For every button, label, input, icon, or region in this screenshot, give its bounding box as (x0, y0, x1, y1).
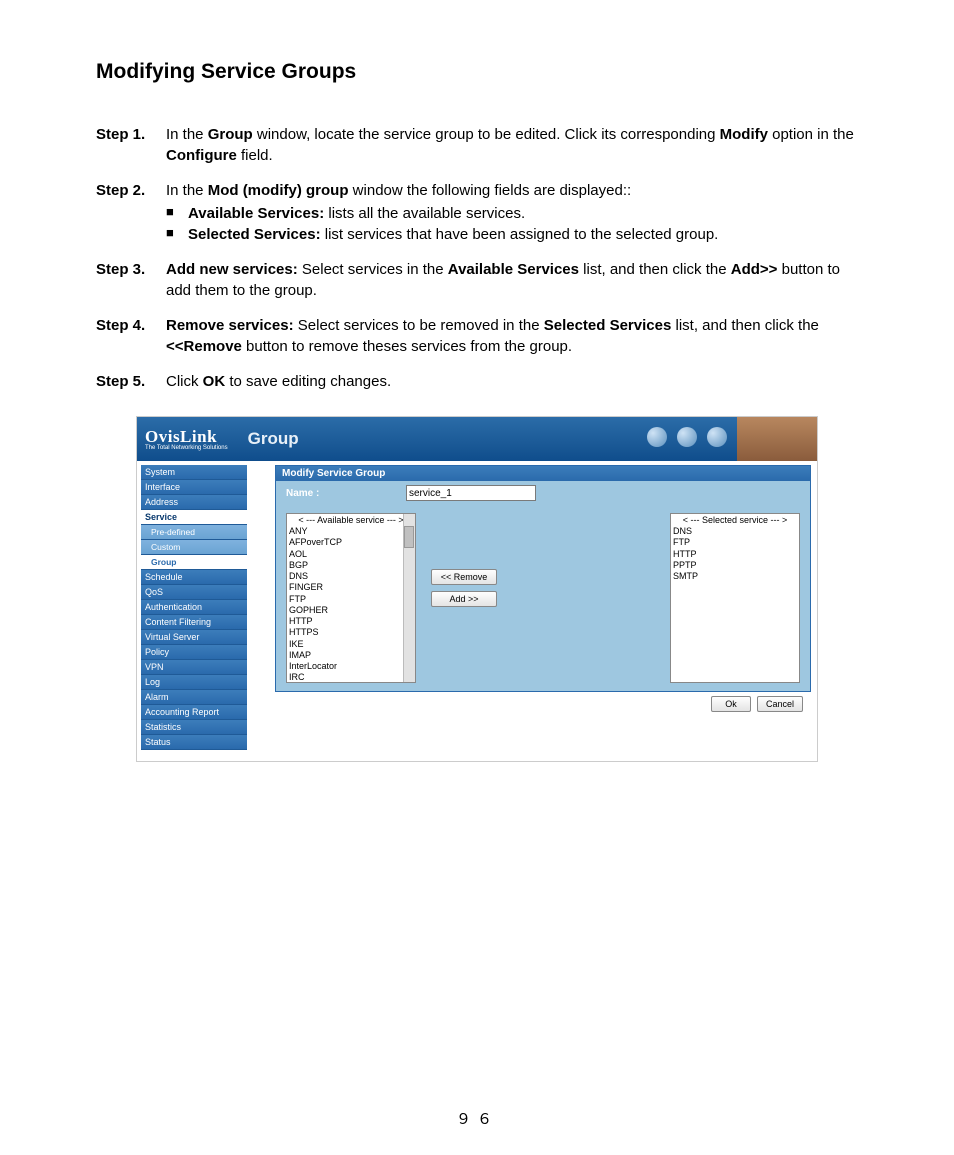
ok-button[interactable]: Ok (711, 696, 751, 712)
scrollbar[interactable] (403, 514, 415, 682)
list-item[interactable]: IRC (289, 672, 413, 683)
step-5-body: Click OK to save editing changes. (166, 371, 858, 392)
sidebar-item-virtual-server[interactable]: Virtual Server (141, 630, 247, 645)
sidebar-item-system[interactable]: System (141, 465, 247, 480)
globe-icon (677, 427, 697, 447)
remove-button[interactable]: << Remove (431, 569, 497, 585)
list-item[interactable]: FINGER (289, 582, 413, 593)
sidebar-item-address[interactable]: Address (141, 495, 247, 510)
list-item[interactable]: InterLocator (289, 661, 413, 672)
step-4-label: Step 4. (96, 315, 166, 357)
list-item[interactable]: IMAP (289, 650, 413, 661)
available-services-list[interactable]: < --- Available service --- > ANYAFPover… (286, 513, 416, 683)
step-2-label: Step 2. (96, 180, 166, 245)
brand-tagline: The Total Networking Solutions (145, 445, 228, 451)
selected-list-header: < --- Selected service --- > (671, 514, 799, 526)
bullet-icon: ■ (166, 203, 188, 221)
sidebar-item-interface[interactable]: Interface (141, 480, 247, 495)
sidebar: SystemInterfaceAddressServicePre-defined… (137, 461, 247, 761)
modify-group-panel: Modify Service Group Name : < --- Availa… (275, 465, 811, 692)
page-title: Modifying Service Groups (96, 60, 858, 84)
page-number: ９６ (0, 1108, 954, 1129)
sidebar-item-vpn[interactable]: VPN (141, 660, 247, 675)
group-name-input[interactable] (406, 485, 536, 501)
bullet-icon: ■ (166, 224, 188, 242)
step-2: Step 2. In the Mod (modify) group window… (96, 180, 858, 245)
globe-icon (707, 427, 727, 447)
step-3-label: Step 3. (96, 259, 166, 301)
step-3-body: Add new services: Select services in the… (166, 259, 858, 301)
step-4-body: Remove services: Select services to be r… (166, 315, 858, 357)
sidebar-item-content-filtering[interactable]: Content Filtering (141, 615, 247, 630)
step-1-label: Step 1. (96, 124, 166, 166)
available-list-header: < --- Available service --- > (287, 514, 415, 526)
step-1-body: In the Group window, locate the service … (166, 124, 858, 166)
sidebar-item-accounting-report[interactable]: Accounting Report (141, 705, 247, 720)
list-item[interactable]: HTTPS (289, 627, 413, 638)
list-item[interactable]: DNS (289, 571, 413, 582)
panel-title: Modify Service Group (276, 466, 810, 481)
step-5-label: Step 5. (96, 371, 166, 392)
step-5: Step 5. Click OK to save editing changes… (96, 371, 858, 392)
list-item[interactable]: IKE (289, 639, 413, 650)
selected-services-list[interactable]: < --- Selected service --- > DNSFTPHTTPP… (670, 513, 800, 683)
main-pane: Modify Service Group Name : < --- Availa… (247, 461, 817, 761)
sidebar-item-service[interactable]: Service (141, 510, 247, 525)
globe-icons (647, 427, 727, 447)
list-item[interactable]: DNS (673, 526, 797, 537)
step-1: Step 1. In the Group window, locate the … (96, 124, 858, 166)
sidebar-item-authentication[interactable]: Authentication (141, 600, 247, 615)
name-label: Name : (286, 488, 406, 499)
screenshot-figure: OvisLink The Total Networking Solutions … (136, 416, 818, 762)
list-item[interactable]: PPTP (673, 560, 797, 571)
list-item[interactable]: AOL (289, 549, 413, 560)
step-4: Step 4. Remove services: Select services… (96, 315, 858, 357)
sidebar-item-log[interactable]: Log (141, 675, 247, 690)
list-item[interactable]: HTTP (289, 616, 413, 627)
add-button[interactable]: Add >> (431, 591, 497, 607)
breadcrumb: Group (248, 429, 299, 449)
cancel-button[interactable]: Cancel (757, 696, 803, 712)
sidebar-item-group[interactable]: Group (141, 555, 247, 570)
header-photo (737, 417, 817, 461)
brand-logo: OvisLink (145, 427, 228, 447)
list-item[interactable]: FTP (673, 537, 797, 548)
sidebar-item-statistics[interactable]: Statistics (141, 720, 247, 735)
list-item[interactable]: ANY (289, 526, 413, 537)
sidebar-item-schedule[interactable]: Schedule (141, 570, 247, 585)
step-3: Step 3. Add new services: Select service… (96, 259, 858, 301)
step-2-body: In the Mod (modify) group window the fol… (166, 180, 858, 245)
sidebar-item-status[interactable]: Status (141, 735, 247, 750)
list-item[interactable]: AFPoverTCP (289, 537, 413, 548)
sidebar-item-custom[interactable]: Custom (141, 540, 247, 555)
app-header: OvisLink The Total Networking Solutions … (137, 417, 817, 461)
globe-icon (647, 427, 667, 447)
sidebar-item-alarm[interactable]: Alarm (141, 690, 247, 705)
list-item[interactable]: GOPHER (289, 605, 413, 616)
sidebar-item-pre-defined[interactable]: Pre-defined (141, 525, 247, 540)
list-item[interactable]: SMTP (673, 571, 797, 582)
list-item[interactable]: FTP (289, 594, 413, 605)
sidebar-item-qos[interactable]: QoS (141, 585, 247, 600)
list-item[interactable]: HTTP (673, 549, 797, 560)
sidebar-item-policy[interactable]: Policy (141, 645, 247, 660)
list-item[interactable]: BGP (289, 560, 413, 571)
